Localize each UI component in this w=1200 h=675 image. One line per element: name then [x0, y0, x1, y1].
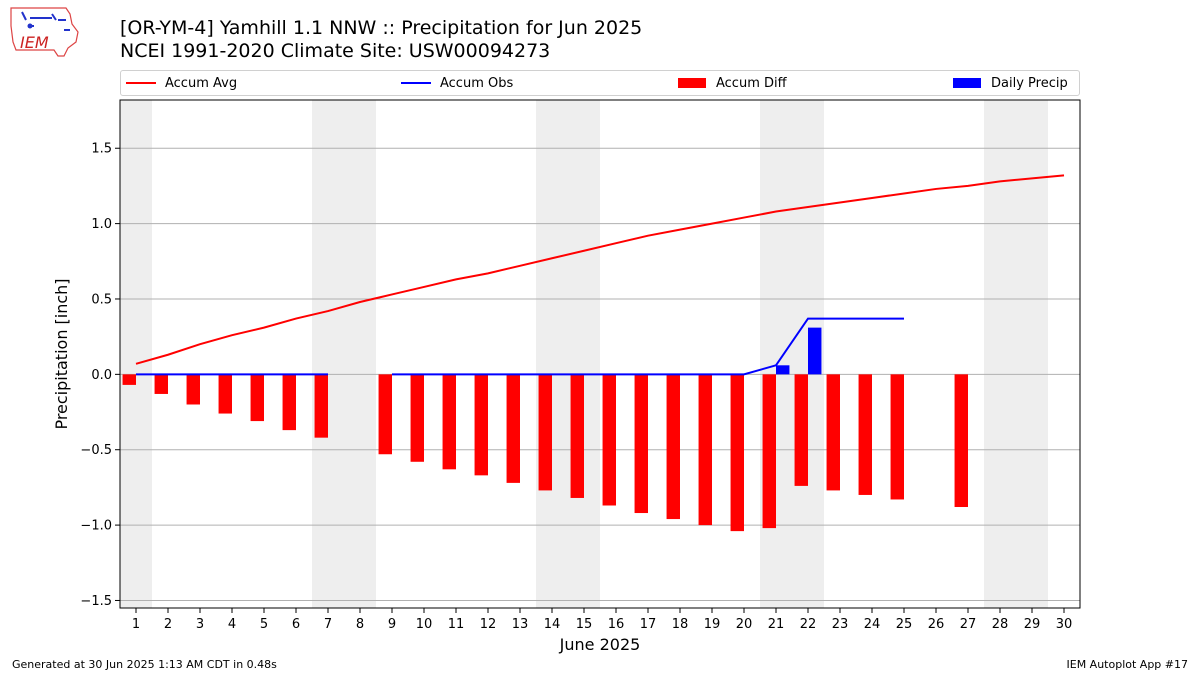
legend-swatch-accum-obs	[401, 82, 431, 84]
y-tick-label: −0.5	[80, 443, 112, 458]
legend-label-daily-precip: Daily Precip	[991, 75, 1068, 91]
x-tick-label: 15	[576, 617, 593, 632]
x-tick-label: 21	[768, 617, 785, 632]
diff-bar-day-22	[794, 374, 808, 486]
x-tick-label: 26	[928, 617, 945, 632]
diff-bar-day-23	[826, 374, 840, 491]
x-tick-label: 16	[608, 617, 625, 632]
x-tick-label: 24	[864, 617, 881, 632]
diff-bar-day-5	[250, 374, 264, 422]
diff-bar-day-1	[122, 374, 136, 385]
x-tick-label: 8	[356, 617, 364, 632]
diff-bar-day-24	[858, 374, 872, 495]
x-tick-label: 6	[292, 617, 300, 632]
diff-bar-day-9	[378, 374, 392, 455]
legend-item-accum-obs: Accum Obs	[401, 71, 513, 95]
x-tick-label: 30	[1056, 617, 1073, 632]
x-tick-label: 23	[832, 617, 849, 632]
diff-bar-day-12	[474, 374, 488, 476]
chart-subtitle: NCEI 1991-2020 Climate Site: USW00094273	[120, 40, 551, 62]
diff-bar-day-15	[570, 374, 584, 498]
legend-swatch-accum-diff	[678, 78, 706, 88]
x-tick-label: 4	[228, 617, 236, 632]
x-tick-label: 17	[640, 617, 657, 632]
diff-bar-day-3	[186, 374, 200, 405]
legend-item-accum-diff: Accum Diff	[678, 71, 787, 95]
x-tick-label: 22	[800, 617, 817, 632]
diff-bar-day-21	[762, 374, 776, 529]
y-tick-label: −1.5	[80, 594, 112, 609]
y-tick-label: 0.0	[91, 368, 112, 383]
x-tick-label: 11	[448, 617, 465, 632]
x-tick-label: 29	[1024, 617, 1041, 632]
accum-obs-line-segment-2	[392, 317, 904, 376]
x-tick-label: 5	[260, 617, 268, 632]
plot-frame	[119, 99, 1081, 609]
x-tick-label: 7	[324, 617, 332, 632]
diff-bar-day-4	[218, 374, 232, 414]
diff-bar-day-17	[634, 374, 648, 514]
diff-bar-day-10	[410, 374, 424, 462]
x-tick-label: 20	[736, 617, 753, 632]
y-tick-label: 1.0	[91, 217, 112, 232]
chart-title: [OR-YM-4] Yamhill 1.1 NNW :: Precipitati…	[120, 17, 643, 39]
diff-bar-day-7	[314, 374, 328, 438]
x-tick-label: 12	[480, 617, 497, 632]
legend-label-accum-avg: Accum Avg	[165, 75, 238, 91]
legend-label-accum-obs: Accum Obs	[440, 75, 514, 91]
diff-bar-day-18	[666, 374, 680, 520]
x-tick-label: 28	[992, 617, 1009, 632]
weekend-shade-day-21	[760, 100, 792, 608]
chart-legend: Accum Avg Accum Obs Accum Diff Daily Pre…	[120, 70, 1080, 96]
iem-logo: IEM	[10, 7, 79, 57]
accum-avg-line	[135, 174, 1065, 365]
legend-item-daily-precip: Daily Precip	[953, 71, 1068, 95]
diff-bar-day-14	[538, 374, 552, 491]
legend-label-accum-diff: Accum Diff	[716, 75, 787, 91]
diff-bar-day-19	[698, 374, 712, 526]
diff-bar-day-2	[154, 374, 168, 394]
x-tick-label: 27	[960, 617, 977, 632]
x-tick-label: 25	[896, 617, 913, 632]
weekend-shade-day-14	[536, 100, 568, 608]
diff-bar-day-27	[954, 374, 968, 508]
weekend-shade-day-1	[120, 100, 152, 608]
logo-text: IEM	[20, 33, 49, 52]
diff-bar-day-25	[890, 374, 904, 500]
weekend-shade-day-15	[568, 100, 600, 608]
x-tick-label: 18	[672, 617, 689, 632]
x-tick-label: 2	[164, 617, 172, 632]
weekend-shade-day-8	[344, 100, 376, 608]
y-axis-label: Precipitation [inch]	[52, 278, 71, 429]
weekend-shade-day-7	[312, 100, 344, 608]
x-tick-label: 1	[132, 617, 140, 632]
x-tick-label: 13	[512, 617, 529, 632]
legend-item-accum-avg: Accum Avg	[126, 71, 237, 95]
legend-swatch-daily-precip	[953, 78, 981, 88]
x-tick-label: 19	[704, 617, 721, 632]
x-tick-label: 10	[416, 617, 433, 632]
y-tick-label: 0.5	[91, 292, 112, 307]
legend-swatch-accum-avg	[126, 82, 156, 84]
diff-bar-day-16	[602, 374, 616, 506]
daily-precip-bar-day-22	[808, 327, 822, 375]
diff-bar-day-20	[730, 374, 744, 532]
weekend-shade-day-29	[1016, 100, 1048, 608]
daily-precip-bar-day-21	[776, 365, 790, 375]
x-tick-label: 3	[196, 617, 204, 632]
footer-generated-text: Generated at 30 Jun 2025 1:13 AM CDT in …	[12, 658, 277, 671]
y-tick-label: 1.5	[91, 142, 112, 157]
x-tick-label: 9	[388, 617, 396, 632]
x-axis-label: June 2025	[559, 635, 641, 654]
diff-bar-day-13	[506, 374, 520, 483]
diff-bar-day-11	[442, 374, 456, 470]
weekend-shade-day-28	[984, 100, 1016, 608]
diff-bar-day-6	[282, 374, 296, 431]
x-tick-label: 14	[544, 617, 561, 632]
footer-app-text: IEM Autoplot App #17	[1066, 658, 1189, 671]
y-tick-label: −1.0	[80, 519, 112, 534]
